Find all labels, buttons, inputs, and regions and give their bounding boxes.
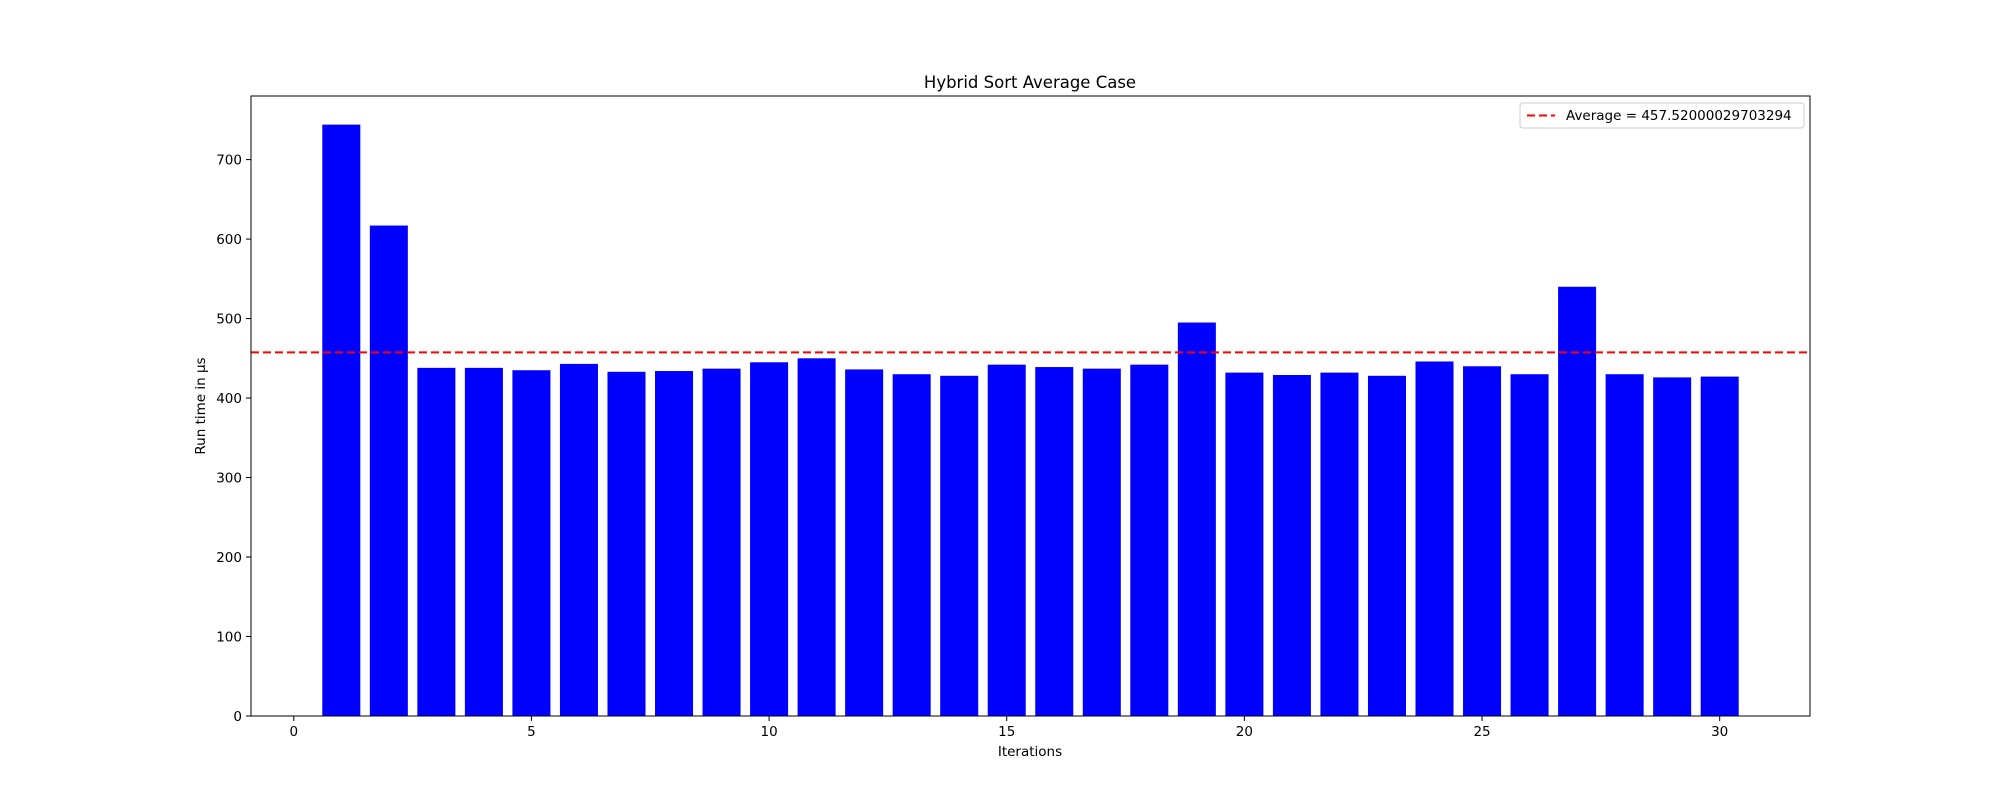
bar-iteration-9 <box>702 368 741 716</box>
bar-iteration-13 <box>892 374 931 716</box>
bar-iteration-17 <box>1082 368 1121 716</box>
bar-iteration-4 <box>464 367 503 716</box>
bar-iteration-7 <box>607 371 646 716</box>
x-tick-label: 30 <box>1711 724 1728 740</box>
bar-iteration-28 <box>1605 374 1644 716</box>
y-tick-label: 600 <box>216 232 242 248</box>
legend-average-label: Average = 457.52000029703294 <box>1566 108 1792 124</box>
bar-iteration-27 <box>1558 286 1597 716</box>
chart-title: Hybrid Sort Average Case <box>924 73 1136 92</box>
bar-iteration-6 <box>559 363 598 716</box>
bar-iteration-11 <box>797 358 836 716</box>
x-tick-label: 15 <box>998 724 1015 740</box>
x-tick-label: 0 <box>289 724 298 740</box>
y-tick-label: 300 <box>216 471 242 487</box>
bars-layer <box>322 124 1739 717</box>
x-tick-label: 25 <box>1473 724 1490 740</box>
bar-iteration-1 <box>322 124 361 717</box>
bar-iteration-20 <box>1225 372 1264 716</box>
x-axis-ticks: 0 5 10 15 20 25 30 <box>289 716 1728 740</box>
y-axis-label: Run time in µs <box>193 357 209 454</box>
bar-iteration-21 <box>1272 375 1311 716</box>
bar-iteration-18 <box>1130 364 1169 716</box>
bar-iteration-25 <box>1463 366 1502 716</box>
plot-frame <box>250 95 1811 717</box>
y-tick-label: 0 <box>233 709 242 725</box>
bar-iteration-3 <box>417 367 456 716</box>
bar-iteration-2 <box>369 225 408 716</box>
bar-iteration-30 <box>1700 376 1739 716</box>
bar-iteration-24 <box>1415 361 1454 716</box>
bar-iteration-19 <box>1177 322 1216 716</box>
y-tick-label: 400 <box>216 391 242 407</box>
bar-iteration-15 <box>987 364 1026 716</box>
bar-iteration-14 <box>940 375 979 716</box>
y-tick-label: 200 <box>216 550 242 566</box>
y-axis-ticks: 0 100 200 300 400 500 600 700 <box>216 153 251 725</box>
y-tick-label: 500 <box>216 312 242 328</box>
x-tick-label: 5 <box>527 724 536 740</box>
bar-iteration-26 <box>1510 374 1549 716</box>
x-tick-label: 20 <box>1236 724 1253 740</box>
x-tick-label: 10 <box>760 724 777 740</box>
bar-iteration-12 <box>845 369 884 716</box>
x-axis-label: Iterations <box>998 744 1062 760</box>
bar-iteration-22 <box>1320 372 1359 716</box>
bar-iteration-10 <box>750 362 789 716</box>
bar-iteration-5 <box>512 370 551 716</box>
bar-iteration-29 <box>1653 377 1692 716</box>
bar-iteration-16 <box>1035 367 1074 716</box>
legend: Average = 457.52000029703294 <box>1519 102 1805 129</box>
y-tick-label: 700 <box>216 153 242 169</box>
bar-iteration-23 <box>1367 375 1406 716</box>
legend-box <box>1519 102 1805 129</box>
bar-iteration-8 <box>655 371 694 716</box>
y-tick-label: 100 <box>216 630 242 646</box>
